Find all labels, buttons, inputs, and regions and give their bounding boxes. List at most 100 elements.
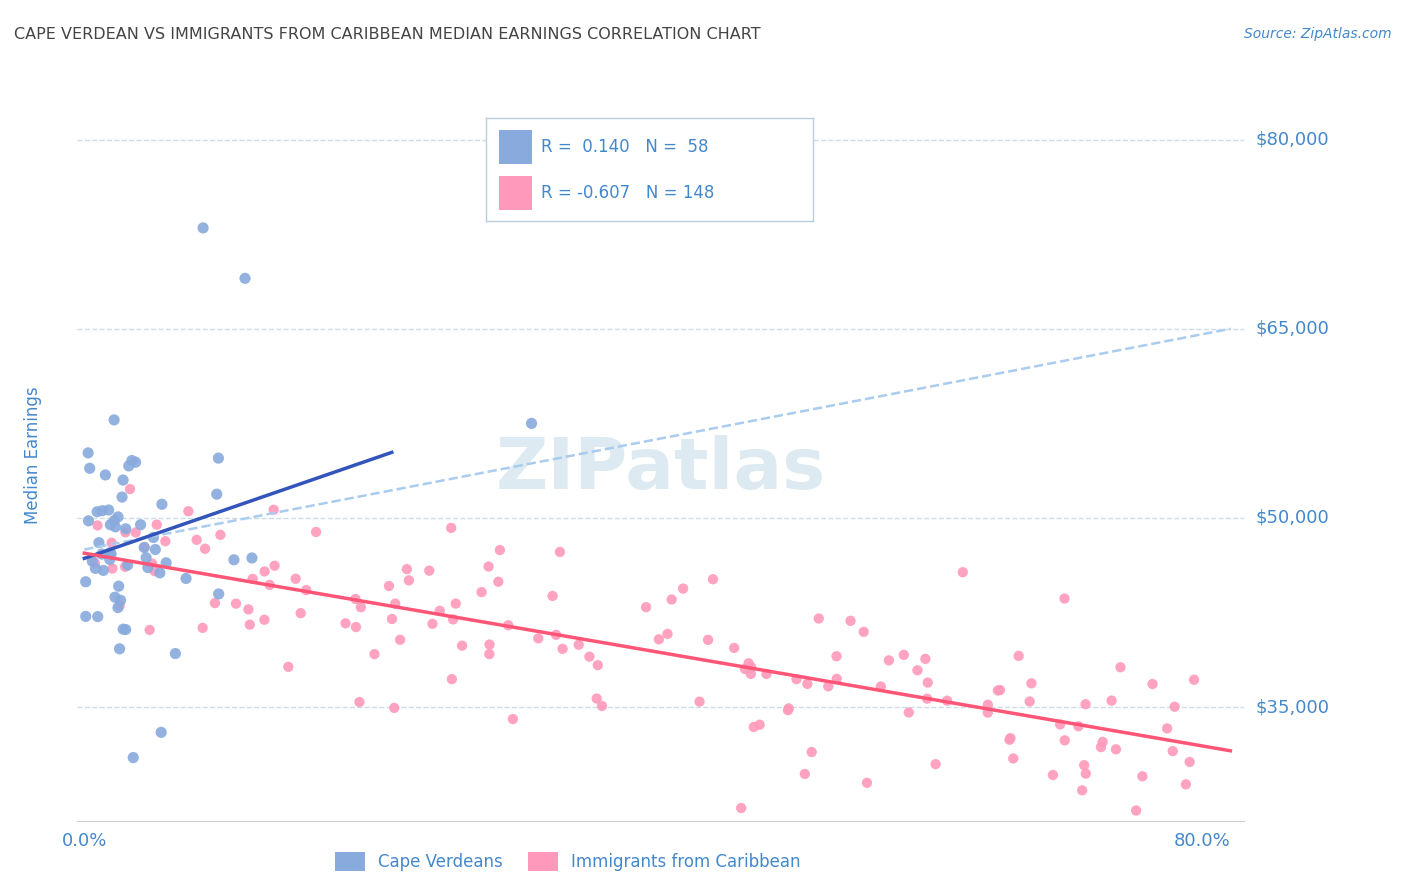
Point <box>914 652 936 666</box>
Point <box>191 221 214 235</box>
Point <box>422 616 444 631</box>
Point <box>378 579 401 593</box>
Point <box>389 632 412 647</box>
Point <box>118 482 141 496</box>
Text: ZIPatlas: ZIPatlas <box>496 435 825 504</box>
FancyBboxPatch shape <box>499 129 531 163</box>
Point <box>129 517 152 532</box>
Point <box>1002 751 1025 765</box>
Point <box>114 522 136 536</box>
Point <box>740 666 762 681</box>
Point <box>478 638 501 652</box>
Point <box>381 612 404 626</box>
Point <box>104 520 127 534</box>
Text: $80,000: $80,000 <box>1256 130 1329 149</box>
Point <box>1053 733 1076 747</box>
Point <box>1182 673 1205 687</box>
Point <box>305 524 328 539</box>
Point <box>121 453 143 467</box>
Point <box>204 596 226 610</box>
Point <box>742 720 765 734</box>
Point <box>1074 697 1097 711</box>
Point <box>90 547 112 561</box>
Point <box>143 564 166 578</box>
Point <box>1042 768 1064 782</box>
Point <box>263 558 285 573</box>
Point <box>344 620 367 634</box>
Point <box>1067 719 1090 733</box>
Point <box>142 531 165 545</box>
Point <box>478 647 501 661</box>
Point <box>486 574 509 589</box>
Point <box>363 647 385 661</box>
Point <box>174 571 197 585</box>
Point <box>917 675 939 690</box>
Point <box>977 698 1000 712</box>
Point <box>84 561 107 575</box>
Point <box>295 583 318 598</box>
Point <box>134 540 156 554</box>
Point <box>1125 804 1147 818</box>
Point <box>546 628 568 642</box>
Point <box>222 553 245 567</box>
Point <box>110 593 132 607</box>
Text: Median Earnings: Median Earnings <box>24 386 42 524</box>
Point <box>207 451 229 466</box>
Point <box>98 546 121 560</box>
Point <box>77 514 100 528</box>
Point <box>1163 699 1185 714</box>
Point <box>1053 591 1076 606</box>
Point <box>208 587 231 601</box>
Point <box>1091 735 1114 749</box>
Point <box>776 703 799 717</box>
Point <box>807 611 830 625</box>
Point <box>165 647 187 661</box>
Point <box>444 597 467 611</box>
Point <box>233 271 256 285</box>
Point <box>586 658 609 673</box>
Point <box>239 617 262 632</box>
Point <box>253 565 276 579</box>
Point <box>87 609 110 624</box>
Point <box>98 517 121 532</box>
Point <box>1000 731 1022 746</box>
Point <box>149 566 172 580</box>
Point <box>1049 717 1071 731</box>
Point <box>1101 693 1123 707</box>
Point <box>209 528 232 542</box>
Point <box>101 561 124 575</box>
Point <box>541 589 564 603</box>
Point <box>1156 722 1178 736</box>
Point <box>1090 740 1112 755</box>
Point <box>87 535 110 549</box>
Point <box>591 698 613 713</box>
Point <box>344 592 367 607</box>
Point <box>657 627 679 641</box>
Point <box>893 648 915 662</box>
Point <box>225 597 247 611</box>
Point <box>877 653 900 667</box>
Point <box>177 504 200 518</box>
Point <box>856 776 879 790</box>
Point <box>907 663 929 677</box>
Point <box>1021 676 1043 690</box>
Point <box>1174 777 1197 791</box>
Point <box>75 574 97 589</box>
Point <box>194 541 217 556</box>
Point <box>825 649 848 664</box>
Point <box>1161 744 1184 758</box>
Point <box>135 550 157 565</box>
Point <box>1073 758 1095 772</box>
Point <box>86 518 108 533</box>
Point <box>869 680 891 694</box>
Point <box>155 556 177 570</box>
Point <box>259 578 281 592</box>
Point <box>240 551 263 566</box>
Point <box>817 679 839 693</box>
Point <box>98 552 121 566</box>
Point <box>79 461 101 475</box>
Point <box>398 574 420 588</box>
Point <box>988 683 1011 698</box>
Point <box>111 490 134 504</box>
Point <box>77 446 100 460</box>
